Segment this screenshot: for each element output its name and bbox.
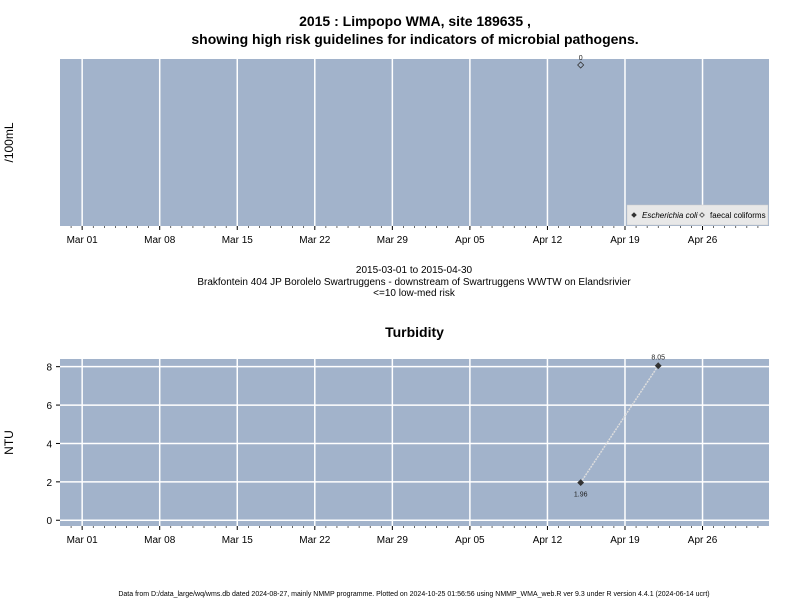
y-tick-label: 8	[46, 363, 52, 374]
y-tick-label: 4	[46, 439, 52, 450]
x-tick-label: Mar 15	[222, 535, 254, 546]
x-tick-label: Apr 12	[533, 535, 563, 546]
turbidity-panel: Mar 01 Mar 08 Mar 15 Mar 22 Mar 29 Apr 05 Apr …	[2, 324, 769, 546]
legend-entry: Escherichia coli	[642, 211, 698, 220]
chart-title-line2: showing high risk guidelines for indicat…	[191, 31, 638, 47]
y-tick-label: 0	[46, 516, 52, 527]
data-point-label: 8.05	[651, 355, 665, 362]
x-tick-label: Mar 08	[144, 235, 176, 246]
panel-title: Turbidity	[385, 324, 444, 340]
data-point-marker	[654, 362, 662, 370]
legend: Escherichia coli faecal coliforms	[626, 204, 769, 226]
x-tick-label: Apr 05	[455, 235, 485, 246]
legend-marker	[699, 212, 705, 218]
legend-entry: faecal coliforms	[710, 211, 766, 220]
site-description-subtitle: Brakfontein 404 JP Borolelo Swartruggens…	[197, 277, 631, 288]
x-tick-label: Mar 01	[67, 535, 99, 546]
y-tick-label: 2	[46, 478, 52, 489]
x-tick-label: Mar 29	[377, 535, 409, 546]
y-axis-label: NTU	[2, 430, 16, 455]
x-tick-label: Apr 12	[533, 235, 563, 246]
series-line-turbidity	[580, 365, 659, 484]
legend-box	[626, 204, 769, 226]
x-tick-label: Mar 08	[144, 535, 176, 546]
x-tick-label: Apr 26	[688, 535, 718, 546]
x-tick-label: Apr 19	[610, 535, 640, 546]
x-tick-label: Mar 01	[67, 235, 99, 246]
x-tick-label: Mar 29	[377, 235, 409, 246]
pathogen-panel: Mar 01 Mar 08 Mar 15 Mar 22 Mar 29 Apr 05 Apr …	[2, 55, 769, 246]
plot-area	[60, 359, 769, 526]
y-tick-label: 6	[46, 401, 52, 412]
x-tick-label: Mar 22	[299, 535, 331, 546]
date-range-subtitle: 2015-03-01 to 2015-04-30	[356, 265, 473, 276]
x-tick-label: Mar 22	[299, 235, 331, 246]
x-tick-label: Apr 05	[455, 535, 485, 546]
y-axis-label: /100mL	[2, 122, 16, 162]
chart-title-line1: 2015 : Limpopo WMA, site 189635 ,	[299, 13, 531, 29]
footer-note: Data from D:/data_large/wq/wms.db dated …	[118, 591, 709, 598]
data-point-label: 0	[579, 55, 583, 62]
plot-area	[60, 59, 769, 226]
risk-subtitle: <=10 low-med risk	[373, 288, 456, 299]
data-point-label: 1.96	[574, 492, 588, 499]
legend-marker	[631, 212, 637, 218]
x-tick-label: Mar 15	[222, 235, 254, 246]
data-point-marker	[577, 61, 585, 69]
data-point-marker	[577, 479, 585, 487]
x-tick-label: Apr 19	[610, 235, 640, 246]
x-tick-label: Apr 26	[688, 235, 718, 246]
